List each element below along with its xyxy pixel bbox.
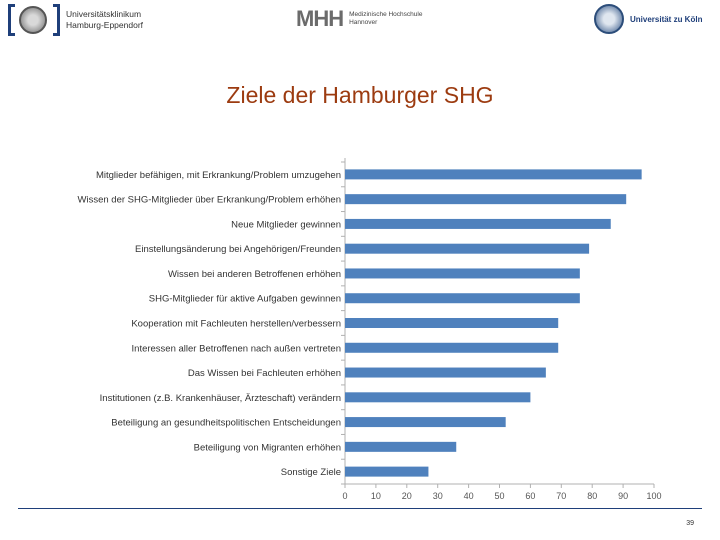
logo-koeln: Universität zu Köln <box>594 4 702 34</box>
logo-uke-line2: Hamburg-Eppendorf <box>66 20 144 30</box>
logo-bracket-right <box>53 4 60 36</box>
category-label: Einstellungsänderung bei Angehörigen/Fre… <box>135 244 341 255</box>
mhh-mark: MHH <box>296 6 344 31</box>
category-label: Interessen aller Betroffenen nach außen … <box>132 343 341 354</box>
koeln-seal-icon <box>594 4 624 34</box>
logo-mhh-line2: Hannover <box>349 19 378 26</box>
category-label: SHG-Mitglieder für aktive Aufgaben gewin… <box>149 294 341 305</box>
uke-seal-icon <box>19 6 47 34</box>
bar <box>345 392 531 403</box>
logo-mhh-line1: Medizinische Hochschule <box>349 11 423 18</box>
x-tick-label: 30 <box>433 491 443 501</box>
category-label: Beteiligung an gesundheitspolitischen En… <box>111 418 341 429</box>
x-tick-label: 10 <box>371 491 381 501</box>
x-tick-label: 20 <box>402 491 412 501</box>
logo-bracket-left <box>8 4 15 36</box>
footer-divider <box>18 508 702 509</box>
page-number: 39 <box>686 520 694 527</box>
category-label: Wissen bei anderen Betroffenen erhöhen <box>168 269 341 280</box>
logo-mhh: MHH Medizinische Hochschule Hannover <box>296 6 422 32</box>
category-label: Sonstige Ziele <box>281 467 341 478</box>
x-tick-label: 100 <box>646 491 661 501</box>
bar <box>345 169 642 180</box>
bar <box>345 342 559 353</box>
bar <box>345 243 590 254</box>
bar <box>345 441 457 452</box>
category-label: Neue Mitglieder gewinnen <box>231 219 341 230</box>
category-label: Beteiligung von Migranten erhöhen <box>194 442 341 453</box>
bar <box>345 293 580 304</box>
x-tick-label: 40 <box>464 491 474 501</box>
x-tick-label: 70 <box>556 491 566 501</box>
bar <box>345 466 429 477</box>
bar <box>345 268 580 279</box>
category-label: Institutionen (z.B. Krankenhäuser, Ärzte… <box>100 393 341 404</box>
bar <box>345 318 559 328</box>
x-tick-label: 90 <box>618 491 628 501</box>
slide-title: Ziele der Hamburger SHG <box>226 82 494 108</box>
bar <box>345 367 546 378</box>
logo-koeln-text: Universität zu Köln <box>630 14 703 24</box>
x-tick-label: 0 <box>342 491 347 501</box>
category-label: Mitglieder befähigen, mit Erkrankung/Pro… <box>96 170 341 181</box>
logo-uke-line1: Universitätsklinikum <box>66 9 142 19</box>
x-tick-label: 60 <box>525 491 535 501</box>
bar <box>345 417 506 428</box>
x-tick-label: 80 <box>587 491 597 501</box>
logo-uke: Universitätsklinikum Hamburg-Eppendorf <box>8 4 143 36</box>
category-label: Das Wissen bei Fachleuten erhöhen <box>188 368 341 379</box>
x-tick-label: 50 <box>494 491 504 501</box>
logo-mhh-text: Medizinische Hochschule Hannover <box>349 11 422 27</box>
bar <box>345 218 611 229</box>
category-label: Kooperation mit Fachleuten herstellen/ve… <box>131 319 341 330</box>
bar <box>345 194 627 205</box>
logo-uke-text: Universitätsklinikum Hamburg-Eppendorf <box>66 9 143 31</box>
category-label: Wissen der SHG-Mitglieder über Erkrankun… <box>78 195 341 206</box>
